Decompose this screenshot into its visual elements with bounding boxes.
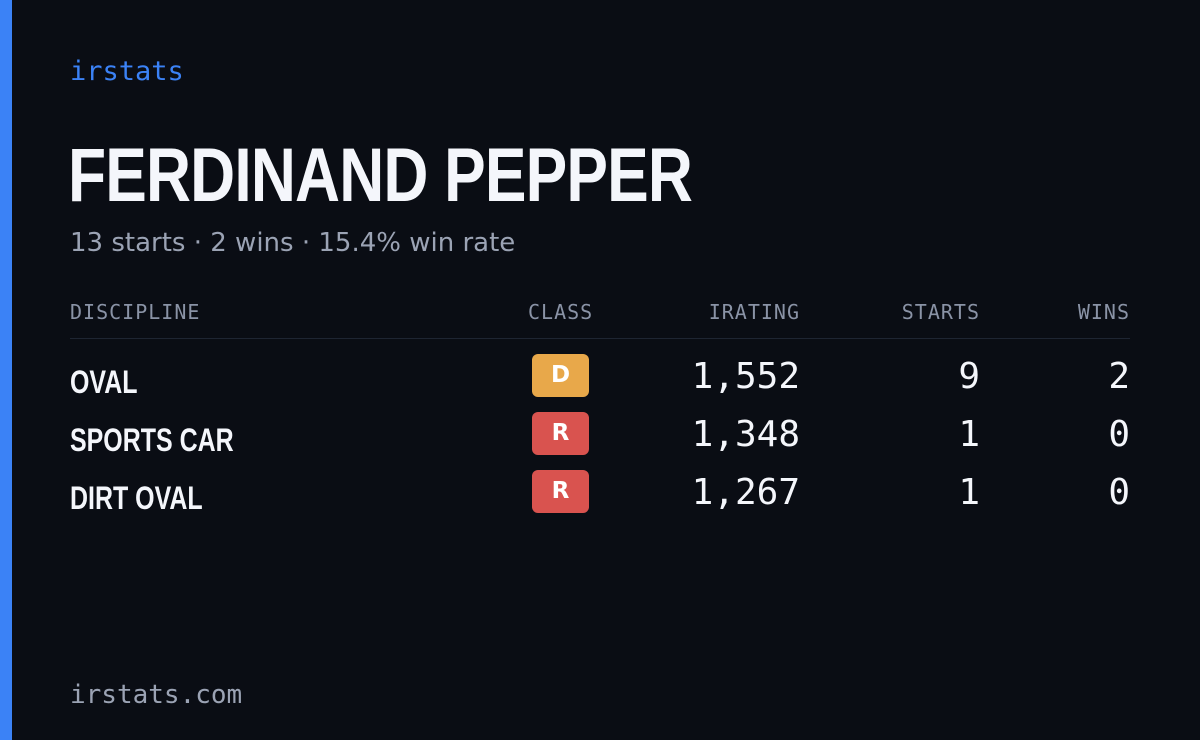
brand-logo[interactable]: irstats (70, 56, 184, 87)
wins-value: 0 (1108, 472, 1130, 513)
accent-bar (0, 0, 12, 740)
starts-value: 1 (958, 414, 980, 455)
wins-value: 0 (1108, 414, 1130, 455)
driver-name: FERDINAND PEPPER (68, 133, 693, 218)
wins-value: 2 (1108, 356, 1130, 397)
class-badge: R (532, 470, 589, 513)
irating-value: 1,348 (691, 414, 800, 455)
discipline-name: OVAL (70, 364, 138, 400)
class-badge: D (532, 354, 589, 397)
discipline-name: DIRT OVAL (70, 480, 203, 516)
table-row: OVAL D 1,552 9 2 (70, 350, 1130, 408)
table-row: SPORTS CAR R 1,348 1 0 (70, 408, 1130, 466)
table-header: DISCIPLINE CLASS IRATING STARTS WINS (70, 300, 1130, 339)
irating-value: 1,552 (691, 356, 800, 397)
header-wins: WINS (1077, 300, 1130, 324)
irating-value: 1,267 (691, 472, 800, 513)
starts-value: 1 (958, 472, 980, 513)
class-badge: R (532, 412, 589, 455)
header-class: CLASS (528, 300, 594, 324)
header-irating: IRATING (708, 300, 800, 324)
discipline-table: OVAL D 1,552 9 2 SPORTS CAR R 1,348 1 0 … (70, 350, 1130, 524)
header-discipline: DISCIPLINE (70, 300, 201, 324)
header-starts: STARTS (901, 300, 980, 324)
discipline-name: SPORTS CAR (70, 422, 234, 458)
footer-url[interactable]: irstats.com (70, 680, 243, 710)
table-row: DIRT OVAL R 1,267 1 0 (70, 466, 1130, 524)
starts-value: 9 (958, 356, 980, 397)
driver-summary: 13 starts · 2 wins · 15.4% win rate (70, 228, 516, 258)
